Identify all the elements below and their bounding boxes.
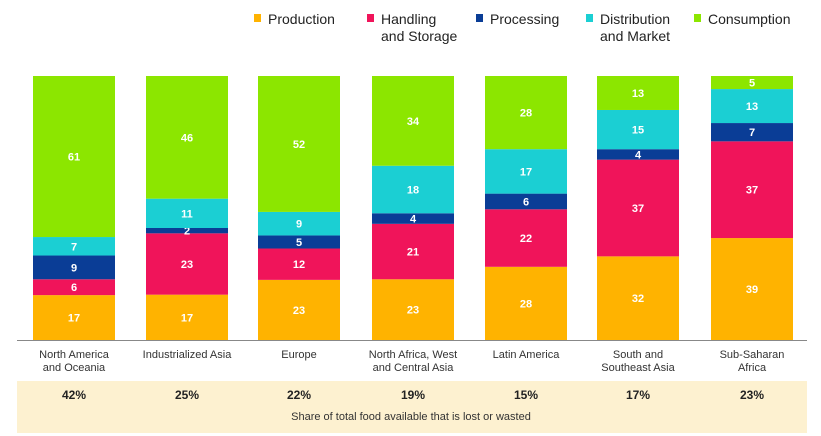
data-label: 17 <box>520 166 532 178</box>
bar-segment <box>711 76 793 90</box>
legend-swatch <box>367 14 374 22</box>
bar-segment <box>258 248 340 280</box>
data-label: 11 <box>181 208 193 220</box>
share-value: 23% <box>740 388 764 402</box>
legend-label: Distribution and Market <box>600 11 670 44</box>
bar-segment <box>372 76 454 166</box>
data-label: 4 <box>635 149 642 161</box>
data-label: 23 <box>181 259 193 271</box>
data-label: 34 <box>407 116 420 128</box>
bar-segment <box>146 76 228 199</box>
data-label: 17 <box>68 313 80 325</box>
legend-label: Handling and Storage <box>381 11 457 44</box>
data-label: 28 <box>520 298 532 310</box>
category-label: North America and Oceania <box>39 349 110 374</box>
bar-segment <box>258 279 340 340</box>
category-label: Latin America <box>493 349 561 361</box>
data-label: 46 <box>181 132 193 144</box>
bar-segment <box>146 228 228 234</box>
data-label: 9 <box>296 219 302 231</box>
share-value: 19% <box>401 388 425 402</box>
bar-segment <box>33 255 115 280</box>
bar-segment <box>146 198 228 228</box>
data-label: 7 <box>749 127 755 139</box>
share-value: 15% <box>514 388 538 402</box>
share-value: 17% <box>626 388 650 402</box>
legend-label: Consumption <box>708 11 791 27</box>
category-label: North Africa, West and Central Asia <box>369 349 457 374</box>
bar-segment <box>711 89 793 124</box>
bar-segment <box>372 213 454 224</box>
data-label: 61 <box>68 152 80 164</box>
share-value: 25% <box>175 388 199 402</box>
data-label: 39 <box>746 284 758 296</box>
data-label: 23 <box>293 305 305 317</box>
bar-segment <box>258 235 340 249</box>
data-label: 37 <box>746 185 758 197</box>
legend-swatch <box>476 14 483 22</box>
data-label: 2 <box>184 226 190 238</box>
bar-segment <box>597 109 679 150</box>
data-label: 7 <box>71 241 77 253</box>
data-label: 28 <box>520 108 532 120</box>
bar-segment <box>372 165 454 214</box>
share-value: 22% <box>287 388 311 402</box>
data-label: 9 <box>71 262 77 274</box>
data-label: 17 <box>181 312 193 324</box>
data-label: 22 <box>520 233 532 245</box>
bar-segment <box>597 149 679 160</box>
data-label: 52 <box>293 139 305 151</box>
bar-segment <box>485 193 567 210</box>
legend-swatch <box>586 14 593 22</box>
data-label: 15 <box>632 125 644 137</box>
data-label: 13 <box>632 88 644 100</box>
data-label: 32 <box>632 293 644 305</box>
data-label: 37 <box>632 203 644 215</box>
bar-segment <box>485 76 567 150</box>
category-label: Sub-Saharan Africa <box>720 349 785 374</box>
bar-segment <box>711 141 793 239</box>
data-label: 4 <box>410 214 417 226</box>
legend-swatch <box>694 14 701 22</box>
category-label: Europe <box>281 349 316 361</box>
legend-label: Production <box>268 11 335 27</box>
bar-segment <box>485 209 567 267</box>
legend-swatch <box>254 14 261 22</box>
bar-segment <box>258 76 340 212</box>
legend-label: Processing <box>490 11 559 27</box>
bar-segment <box>597 159 679 257</box>
bar-segment <box>258 211 340 236</box>
share-band <box>17 381 807 433</box>
bar-segment <box>146 233 228 295</box>
data-label: 18 <box>407 185 419 197</box>
bar-segment <box>33 237 115 256</box>
bar-segment <box>711 123 793 142</box>
data-label: 6 <box>71 282 77 294</box>
bar-segment <box>33 76 115 238</box>
data-label: 5 <box>296 237 302 249</box>
bar-segment <box>485 149 567 194</box>
share-value: 42% <box>62 388 86 402</box>
bar-segment <box>33 295 115 340</box>
data-label: 5 <box>749 78 755 90</box>
data-label: 23 <box>407 305 419 317</box>
bar-segment <box>597 256 679 340</box>
data-label: 21 <box>407 247 419 259</box>
data-label: 6 <box>523 196 529 208</box>
bar-segment <box>711 238 793 340</box>
bar-segment <box>33 279 115 296</box>
bar-segment <box>597 76 679 110</box>
share-caption: Share of total food available that is lo… <box>291 411 531 423</box>
category-label: South and Southeast Asia <box>601 349 675 374</box>
data-label: 12 <box>293 259 305 271</box>
bar-segment <box>146 294 228 340</box>
bar-segment <box>372 279 454 340</box>
category-label: Industrialized Asia <box>143 349 233 361</box>
data-label: 13 <box>746 101 758 113</box>
bar-segment <box>372 223 454 280</box>
bar-segment <box>485 266 567 340</box>
